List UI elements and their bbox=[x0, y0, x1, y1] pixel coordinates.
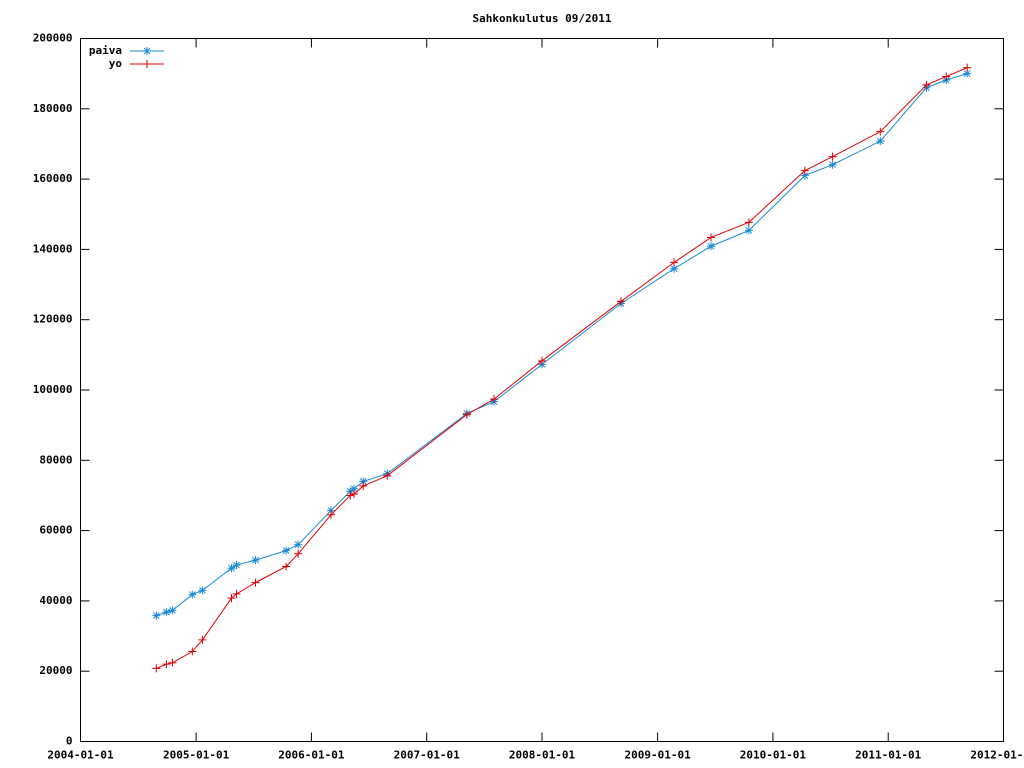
point bbox=[616, 297, 625, 306]
y-tick-label: 180000 bbox=[33, 102, 73, 115]
x-tick-label: 2009-01-01 bbox=[624, 749, 691, 762]
point bbox=[462, 410, 471, 419]
y-tick-label: 120000 bbox=[33, 313, 73, 326]
point bbox=[744, 218, 753, 227]
x-tick-label: 2008-01-01 bbox=[509, 749, 576, 762]
y-tick-label: 60000 bbox=[39, 524, 72, 537]
point bbox=[828, 160, 837, 169]
point bbox=[168, 606, 177, 615]
point bbox=[232, 561, 241, 570]
series-line bbox=[156, 73, 968, 617]
point bbox=[232, 589, 241, 598]
point bbox=[282, 562, 291, 571]
point bbox=[294, 540, 303, 549]
point bbox=[350, 484, 359, 493]
point bbox=[489, 395, 498, 404]
point bbox=[350, 490, 359, 499]
point bbox=[346, 487, 355, 496]
x-tick-label: 2004-01-01 bbox=[47, 749, 114, 762]
point bbox=[706, 233, 715, 242]
y-tick-label: 200000 bbox=[33, 32, 73, 45]
y-tick-label: 20000 bbox=[39, 664, 72, 677]
x-tick-label: 2012-01-01 bbox=[970, 749, 1024, 762]
point bbox=[326, 506, 335, 515]
series-line bbox=[156, 67, 968, 669]
point bbox=[383, 471, 392, 480]
y-tick-label: 40000 bbox=[39, 594, 72, 607]
y-tick-label: 80000 bbox=[39, 453, 72, 466]
point bbox=[744, 226, 753, 235]
point bbox=[670, 258, 679, 267]
point bbox=[922, 80, 931, 89]
point bbox=[251, 578, 260, 587]
y-tick-label: 140000 bbox=[33, 242, 73, 255]
point bbox=[162, 660, 171, 669]
point bbox=[942, 72, 951, 81]
point bbox=[152, 611, 161, 620]
point bbox=[876, 137, 885, 146]
point bbox=[198, 586, 207, 595]
point bbox=[282, 546, 291, 555]
point bbox=[326, 510, 335, 519]
x-tick-label: 2011-01-01 bbox=[855, 749, 922, 762]
point bbox=[188, 590, 197, 599]
point bbox=[162, 608, 171, 617]
point bbox=[168, 658, 177, 667]
point bbox=[346, 491, 355, 500]
x-tick-label: 2007-01-01 bbox=[394, 749, 461, 762]
point bbox=[876, 127, 885, 136]
point bbox=[227, 564, 236, 573]
point bbox=[670, 264, 679, 273]
chart-title: Sahkonkulutus 09/2011 bbox=[472, 12, 611, 25]
legend-label: yo bbox=[109, 57, 123, 70]
point bbox=[198, 635, 207, 644]
point bbox=[706, 242, 715, 251]
x-tick-label: 2005-01-01 bbox=[163, 749, 230, 762]
x-tick-label: 2006-01-01 bbox=[278, 749, 345, 762]
x-tick-label: 2010-01-01 bbox=[740, 749, 807, 762]
point bbox=[251, 556, 260, 565]
y-tick-label: 100000 bbox=[33, 383, 73, 396]
point bbox=[294, 549, 303, 558]
point bbox=[359, 477, 368, 486]
legend-label: paiva bbox=[89, 44, 122, 57]
point bbox=[963, 69, 972, 78]
point bbox=[143, 47, 151, 55]
y-tick-label: 160000 bbox=[33, 172, 73, 185]
y-tick-label: 0 bbox=[66, 735, 73, 748]
plot-frame bbox=[80, 38, 1004, 742]
point bbox=[963, 63, 972, 72]
point bbox=[828, 152, 837, 161]
point bbox=[143, 60, 151, 68]
point bbox=[359, 481, 368, 490]
point bbox=[538, 356, 546, 365]
point bbox=[800, 166, 809, 175]
point bbox=[152, 664, 161, 673]
point bbox=[227, 594, 236, 603]
point bbox=[188, 647, 197, 656]
point bbox=[800, 171, 809, 180]
